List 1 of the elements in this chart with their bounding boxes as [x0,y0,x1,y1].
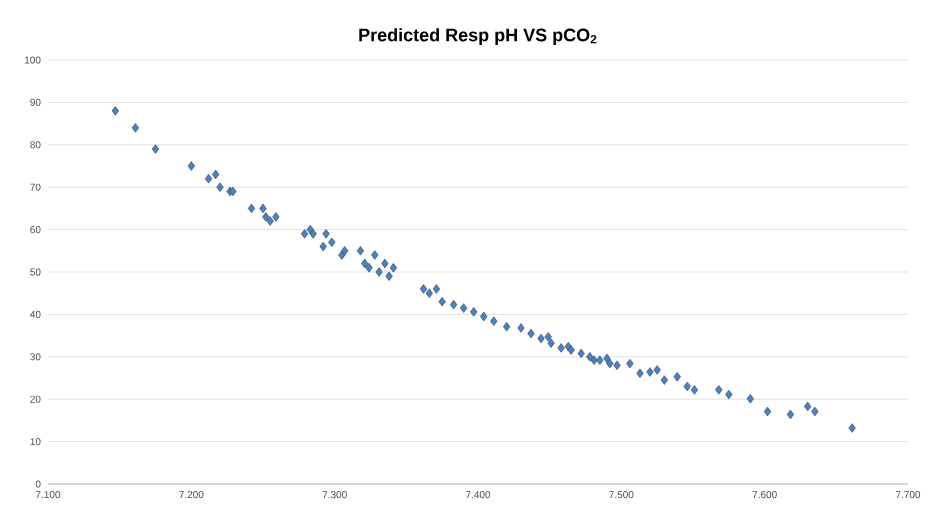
chart-title: Predicted Resp pH VS pCO$_{2}$ [359,28,597,45]
